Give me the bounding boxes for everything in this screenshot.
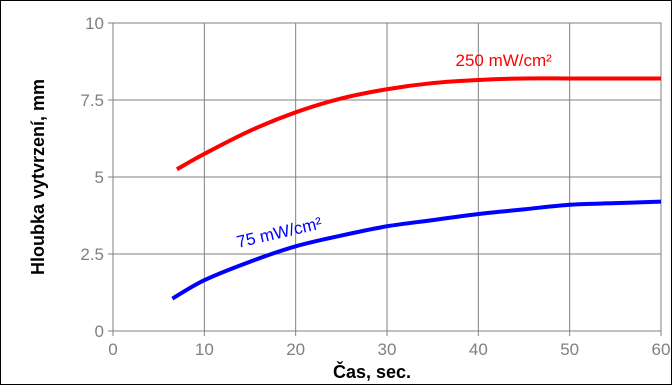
grid [108,22,662,336]
x-tick-label: 40 [469,340,488,359]
series-label-250: 250 mW/cm² [456,51,553,70]
x-tick-label: 10 [195,340,214,359]
y-tick-label: 7.5 [80,91,104,110]
x-tick-label: 30 [378,340,397,359]
series-line-0 [175,76,661,172]
y-tick-label: 10 [85,14,104,33]
y-tick-label: 2.5 [80,245,104,264]
x-tick-label: 20 [286,340,305,359]
series [171,76,662,301]
x-axis-title: Čas, sec. [333,361,411,382]
series-line-1 [171,199,662,301]
y-tick-label: 0 [95,322,104,341]
x-tick-label: 0 [108,340,117,359]
tick-labels: 0 10 20 30 40 50 60 0 2.5 5 7.5 10 [80,14,670,359]
x-tick-label: 50 [560,340,579,359]
x-tick-label: 60 [652,340,671,359]
y-axis-title: Hloubka vytvrzení, mm [28,79,48,275]
y-tick-label: 5 [95,168,104,187]
